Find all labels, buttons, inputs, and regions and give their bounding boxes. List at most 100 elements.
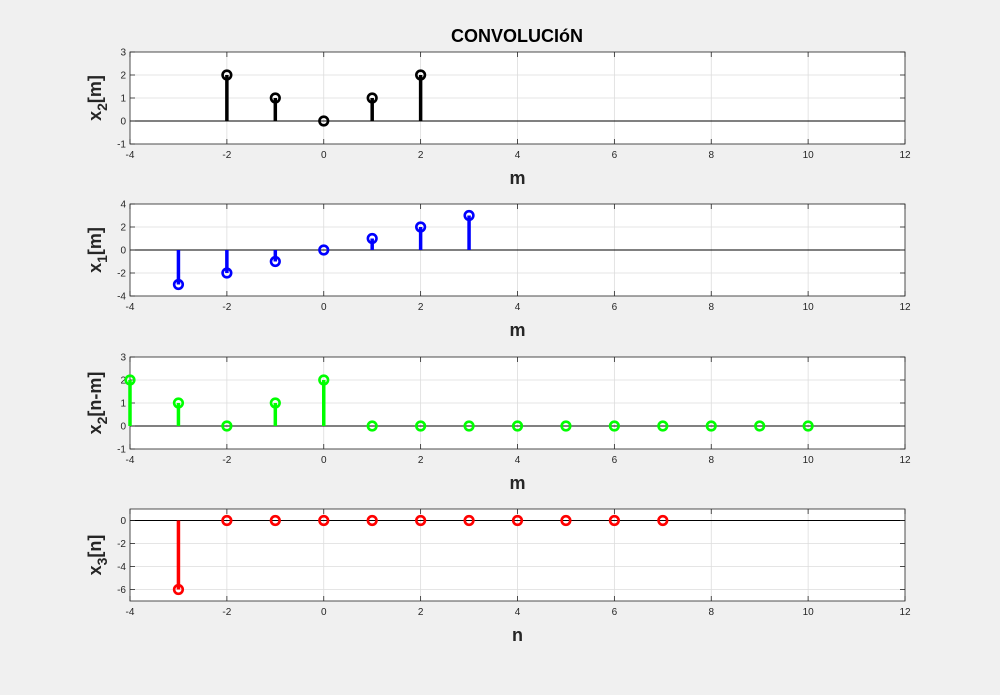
figure-title: CONVOLUCIóN <box>451 26 583 46</box>
x-tick-label: 2 <box>418 302 424 313</box>
stem-marker <box>463 209 475 222</box>
stem-marker <box>657 420 669 432</box>
x-tick-label: 2 <box>418 150 424 161</box>
y-tick-label: -2 <box>117 269 126 280</box>
x-tick-label: 10 <box>803 302 815 313</box>
stem-marker <box>221 69 233 81</box>
x-axis-label: m <box>509 473 525 493</box>
x-tick-label: 12 <box>899 302 911 313</box>
stem-marker <box>511 420 524 432</box>
y-axis-label: x3[n] <box>85 535 110 576</box>
stem-marker <box>318 244 330 256</box>
x-tick-label: 0 <box>321 302 327 313</box>
x-tick-label: -2 <box>222 302 231 313</box>
stem-marker <box>221 267 233 279</box>
stem-marker <box>754 420 766 432</box>
x-axis-label: m <box>509 168 525 188</box>
stem-marker <box>318 374 330 386</box>
y-tick-label: 0 <box>120 422 126 433</box>
stem-marker <box>172 397 185 409</box>
stem-marker <box>657 514 669 527</box>
y-tick-label: -1 <box>117 140 126 151</box>
y-tick-label: 0 <box>120 516 126 527</box>
x-tick-label: 0 <box>321 607 327 618</box>
x-tick-label: 8 <box>708 455 714 466</box>
y-tick-label: 2 <box>120 223 126 234</box>
x-tick-label: 10 <box>803 150 815 161</box>
x-tick-label: 2 <box>418 607 424 618</box>
x-tick-label: 8 <box>708 150 714 161</box>
y-tick-label: 0 <box>120 246 126 257</box>
stem-marker <box>560 420 572 432</box>
stem-marker <box>705 420 717 432</box>
stem-marker <box>318 514 330 527</box>
y-tick-label: -4 <box>117 292 126 303</box>
x-tick-label: 10 <box>803 455 815 466</box>
y-tick-label: 1 <box>120 94 126 105</box>
y-tick-label: -4 <box>117 562 126 573</box>
y-tick-label: 3 <box>120 48 126 59</box>
y-tick-label: -2 <box>117 539 126 550</box>
x-axis-label: m <box>509 320 525 340</box>
y-tick-label: 1 <box>120 399 126 410</box>
stem-marker <box>415 514 427 527</box>
x-tick-label: 2 <box>418 455 424 466</box>
x-tick-label: 0 <box>321 455 327 466</box>
x-tick-label: 12 <box>899 455 911 466</box>
stem-marker <box>802 420 814 432</box>
y-tick-label: 2 <box>120 71 126 82</box>
y-axis-label: x1[m] <box>85 227 110 273</box>
stem-marker <box>269 514 281 527</box>
stem-marker <box>172 278 185 291</box>
x-tick-label: -2 <box>222 150 231 161</box>
stem-marker <box>608 420 620 432</box>
y-axis-label: x2[m] <box>85 75 110 121</box>
stem-marker <box>511 514 524 527</box>
y-tick-label: -6 <box>117 585 126 596</box>
stem-marker <box>172 583 185 596</box>
x-tick-label: 8 <box>708 302 714 313</box>
stem-marker <box>269 397 281 409</box>
x-tick-label: -2 <box>222 455 231 466</box>
y-tick-label: 3 <box>120 353 126 364</box>
x-tick-label: 6 <box>612 302 618 313</box>
x-tick-label: 4 <box>515 150 521 161</box>
stem-marker <box>463 514 475 527</box>
stem-marker <box>221 514 233 527</box>
stem-marker <box>560 514 572 527</box>
x-tick-label: 6 <box>612 455 618 466</box>
x-tick-label: 4 <box>515 455 521 466</box>
x-tick-label: 10 <box>803 607 815 618</box>
x-tick-label: 12 <box>899 607 911 618</box>
stem-marker <box>269 255 281 268</box>
stem-marker <box>415 69 427 81</box>
x-tick-label: -2 <box>222 607 231 618</box>
x-tick-label: -4 <box>126 302 135 313</box>
y-tick-label: 2 <box>120 376 126 387</box>
stem-marker <box>221 420 233 432</box>
stem-marker <box>608 514 620 527</box>
stem-marker <box>318 115 330 127</box>
y-axis-label: x2[n-m] <box>85 372 110 435</box>
y-tick-label: 0 <box>120 117 126 128</box>
x-tick-label: 8 <box>708 607 714 618</box>
x-tick-label: 4 <box>515 302 521 313</box>
stem-marker <box>415 221 427 233</box>
x-axis-label: n <box>512 625 523 645</box>
x-tick-label: -4 <box>126 455 135 466</box>
stem-marker <box>366 514 378 527</box>
y-tick-label: -1 <box>117 445 126 456</box>
x-tick-label: -4 <box>126 150 135 161</box>
subplot-2: -4 -2 0 2 4 6 8 10 12 -4 -2 0 2 4 m x1[m] <box>85 200 911 341</box>
stem-marker <box>366 232 378 245</box>
x-tick-label: -4 <box>126 607 135 618</box>
x-tick-label: 12 <box>899 150 911 161</box>
stem-marker <box>366 92 378 104</box>
x-tick-label: 6 <box>612 150 618 161</box>
stem-marker <box>269 92 281 104</box>
